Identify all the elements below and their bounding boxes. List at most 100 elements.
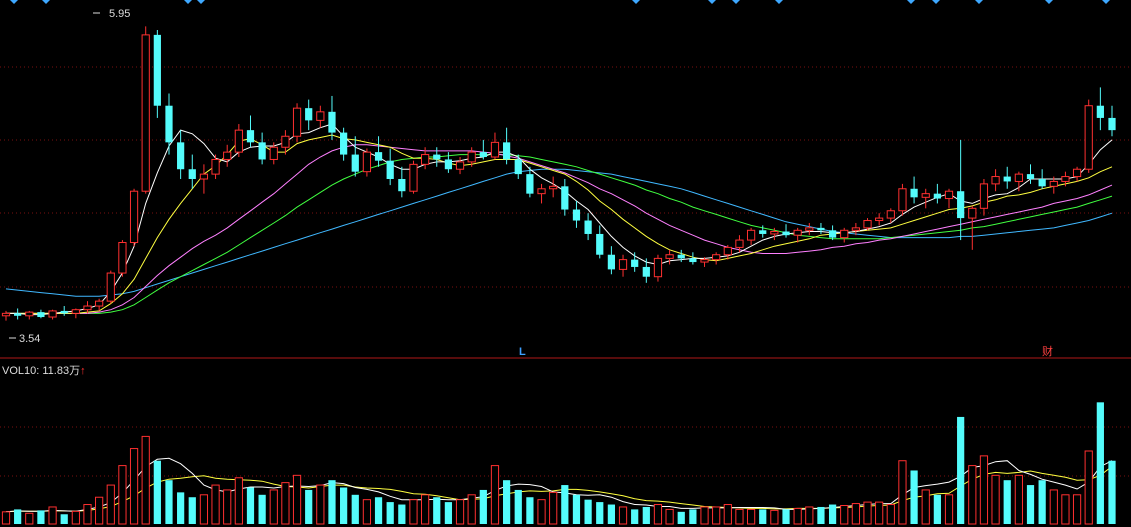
volume-bar-down <box>37 510 45 524</box>
candle-body-up <box>409 163 418 192</box>
volume-bar-down <box>642 506 650 524</box>
volume-bar-up <box>549 491 558 525</box>
volume-bar-up <box>735 508 744 525</box>
volume-bar-up <box>863 501 872 525</box>
candle-body-down <box>957 191 965 219</box>
candle-body-down <box>596 233 604 255</box>
volume-bar-up <box>1014 474 1023 525</box>
candle-body-up <box>746 229 756 241</box>
ma5-line <box>6 123 1113 316</box>
signal-diamond-icon <box>732 0 740 4</box>
volume-bar-up <box>106 484 115 525</box>
volume-bar-down <box>60 514 68 524</box>
candle-body-up <box>886 210 895 219</box>
candlestick-series[interactable] <box>1 26 1116 321</box>
volume-bar-up <box>234 477 243 525</box>
candle-body-up <box>944 190 954 200</box>
candle-body-down <box>526 174 534 194</box>
volume-bar-down <box>340 487 348 524</box>
signal-diamond-icon <box>632 0 640 4</box>
volume-bar-down <box>1108 460 1116 524</box>
volume-bar-up <box>421 494 430 525</box>
volume-bar-up <box>223 489 232 525</box>
event-marker-finance[interactable]: 财 <box>1042 344 1053 358</box>
signal-diamond-icon <box>708 0 716 4</box>
candle-body-down <box>351 154 359 172</box>
volume-bar-up <box>292 474 302 525</box>
volume-bar-up <box>83 504 92 525</box>
volume-bar-down <box>374 497 383 524</box>
event-marker-l[interactable]: L <box>519 346 526 358</box>
volume-bar-up <box>665 508 674 525</box>
volume-bar-up <box>281 482 290 525</box>
signal-diamond-icon <box>1102 0 1110 4</box>
candle-body-down <box>328 111 336 133</box>
candle-body-up <box>968 207 977 219</box>
volume-bar-up <box>805 506 814 525</box>
candle-body-down <box>374 152 383 161</box>
volume-bar-up <box>1 511 11 525</box>
volume-bar-up <box>48 506 57 525</box>
volume-bar-up <box>141 435 150 525</box>
candle-body-down <box>305 108 313 121</box>
high-price-label: 5.95 <box>109 8 130 20</box>
candle-body-down <box>561 186 569 210</box>
volume-bar-up <box>968 465 977 525</box>
candle-body-up <box>851 227 860 231</box>
candle-body-up <box>118 242 127 274</box>
volume-bar-down <box>328 480 336 524</box>
volume-bar-down <box>1003 480 1011 524</box>
volume-bar-up <box>1061 494 1070 525</box>
volume-bar-up <box>129 448 139 525</box>
candle-body-up <box>653 257 663 278</box>
candle-body-up <box>979 183 989 209</box>
candle-body-down <box>258 142 266 160</box>
volume-bar-up <box>840 505 849 525</box>
candle-body-up <box>921 193 930 198</box>
volume-bar-up <box>886 504 895 525</box>
candle-body-up <box>292 107 302 137</box>
candle-body-up <box>1049 180 1058 187</box>
candle-body-up <box>549 185 558 190</box>
candle-body-down <box>1096 105 1104 118</box>
candle-body-up <box>199 173 209 180</box>
volume-bar-up <box>793 507 802 525</box>
candle-body-up <box>269 146 278 160</box>
volume-bar-up <box>455 499 465 525</box>
volume-bar-down <box>631 509 639 524</box>
volume-bar-down <box>305 489 313 524</box>
volume-bar-down <box>782 509 790 524</box>
candle-body-up <box>723 246 732 256</box>
candle-body-up <box>793 229 802 236</box>
signal-diamond-icon <box>184 0 192 4</box>
candle-body-up <box>898 188 907 212</box>
volume-bar-up <box>712 506 721 525</box>
volume-bar-down <box>514 489 522 524</box>
volume-bar-up <box>898 460 907 525</box>
volume-bar-down <box>572 494 581 524</box>
candle-body-up <box>71 309 80 314</box>
ma10-line <box>6 134 1113 314</box>
candle-body-up <box>840 229 849 239</box>
volume-bar-up <box>25 512 34 525</box>
candle-body-up <box>234 129 243 153</box>
vol-name: VOL10: <box>2 365 40 377</box>
candle-body-up <box>223 151 232 160</box>
volume-bar-up <box>362 499 372 525</box>
volume-bar-up <box>95 496 104 525</box>
candle-body-down <box>572 209 581 221</box>
volume-bar-up <box>118 465 127 525</box>
volume-bar-down <box>258 494 266 524</box>
candle-body-down <box>503 142 511 160</box>
volume-bar-up <box>875 501 884 525</box>
candle-body-down <box>782 231 790 236</box>
candle-body-down <box>398 179 406 192</box>
volume-bar-down <box>689 509 697 524</box>
candle-body-down <box>689 258 697 263</box>
volume-bar-series[interactable] <box>1 402 1116 525</box>
candle-body-up <box>770 231 779 235</box>
candle-body-down <box>153 34 161 106</box>
candle-body-down <box>828 230 837 238</box>
candle-body-down <box>479 152 487 158</box>
candle-body-up <box>1014 173 1023 182</box>
